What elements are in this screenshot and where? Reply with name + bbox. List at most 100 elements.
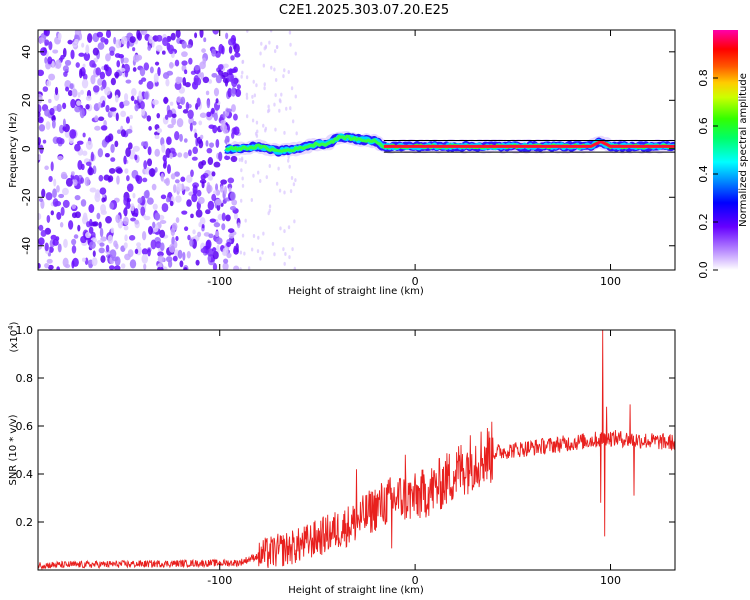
noise-blob (212, 250, 219, 260)
noise-blob (120, 36, 128, 45)
noise-blob (217, 64, 224, 70)
noise-blob (62, 257, 69, 268)
noise-blob (175, 76, 181, 85)
noise-blob (200, 134, 204, 140)
noise-blob (130, 203, 135, 212)
noise-blob (206, 111, 212, 118)
sparse-noise-blob (268, 163, 271, 168)
sparse-noise-blob (282, 247, 285, 252)
noise-blob (199, 217, 206, 226)
noise-blob (84, 176, 90, 187)
noise-blob (148, 168, 156, 177)
noise-blob (183, 151, 189, 159)
sparse-noise-blob (284, 252, 287, 257)
noise-blob (216, 203, 221, 211)
noise-blob (56, 185, 60, 193)
sparse-noise-blob (290, 86, 294, 91)
sparse-noise-blob (265, 175, 268, 180)
noise-blob (140, 30, 148, 36)
noise-blob (162, 72, 170, 80)
noise-blob (132, 67, 137, 72)
noise-blob (139, 100, 145, 110)
noise-blob (123, 196, 128, 206)
sparse-noise-blob (240, 168, 243, 173)
noise-blob (215, 75, 222, 84)
noise-blob (172, 255, 178, 262)
noise-blob (38, 116, 44, 124)
noise-blob (181, 51, 188, 58)
noise-blob (120, 129, 127, 137)
noise-blob (227, 72, 234, 82)
noise-blob (47, 264, 54, 270)
noise-blob (45, 121, 51, 130)
noise-blob (91, 257, 98, 267)
sparse-noise-blob (239, 250, 243, 255)
noise-blob (147, 146, 152, 156)
noise-blob (105, 104, 110, 113)
spectrogram-panel: -100 0 100 40 20 0 -20 -40 Height of straight … (8, 29, 676, 297)
sparse-noise-blob (243, 251, 246, 256)
noise-blob (53, 91, 60, 101)
noise-blob (143, 263, 147, 270)
noise-blob (223, 185, 228, 195)
noise-blob (228, 38, 235, 46)
noise-blob (195, 209, 203, 218)
noise-blob (52, 239, 59, 246)
noise-blob (55, 59, 62, 69)
noise-blob (81, 42, 85, 48)
noise-blob (77, 224, 81, 232)
noise-blob (194, 64, 201, 71)
sparse-noise-blob (245, 75, 249, 80)
noise-blob (90, 151, 94, 162)
sparse-noise-blob (260, 41, 263, 46)
noise-blob (230, 155, 238, 163)
sparse-noise-blob (261, 250, 264, 255)
x-tick-label: 100 (600, 574, 621, 587)
noise-blob (179, 260, 184, 268)
sparse-noise-blob (294, 178, 297, 183)
noise-blob (198, 139, 204, 149)
noise-blob (50, 234, 57, 241)
noise-blob (227, 177, 235, 184)
noise-blob (123, 100, 130, 107)
noise-blob (151, 183, 157, 191)
noise-blob (235, 88, 242, 98)
noise-blob (82, 212, 88, 221)
noise-blob (155, 34, 163, 42)
sparse-noise-blob (292, 182, 296, 187)
y-tick-label: 40 (20, 45, 33, 59)
noise-blob (104, 135, 112, 143)
noise-blob (98, 116, 105, 121)
sparse-noise-blob (288, 255, 291, 260)
noise-blob (227, 228, 235, 234)
sparse-noise-blob (283, 261, 286, 266)
noise-blob (199, 30, 204, 38)
noise-blob (207, 200, 215, 211)
noise-blob (144, 91, 149, 100)
noise-blob (38, 93, 43, 104)
sparse-noise-blob (241, 233, 245, 238)
noise-blob (230, 191, 236, 201)
noise-blob (87, 167, 94, 176)
x-tick-label: -100 (207, 574, 232, 587)
noise-blob (119, 67, 126, 72)
noise-blob (170, 173, 176, 180)
colorbar-label: Normalized spectral amplitude (738, 73, 749, 227)
noise-blob (221, 45, 225, 55)
noise-blob (99, 187, 107, 195)
noise-blob (174, 59, 180, 67)
noise-blob (67, 89, 73, 97)
noise-blob (147, 248, 151, 257)
snr-x-ticks: -100 0 100 (207, 330, 621, 587)
noise-blob (237, 222, 241, 229)
noise-blob (196, 97, 201, 108)
noise-blob (134, 219, 140, 225)
noise-blob (154, 134, 160, 140)
noise-blob (124, 70, 129, 78)
sparse-noise-blob (269, 30, 273, 33)
noise-blob (115, 39, 122, 49)
noise-blob (192, 184, 198, 195)
noise-blob (141, 231, 147, 241)
noise-blob (65, 86, 70, 92)
noise-blob (228, 45, 233, 54)
